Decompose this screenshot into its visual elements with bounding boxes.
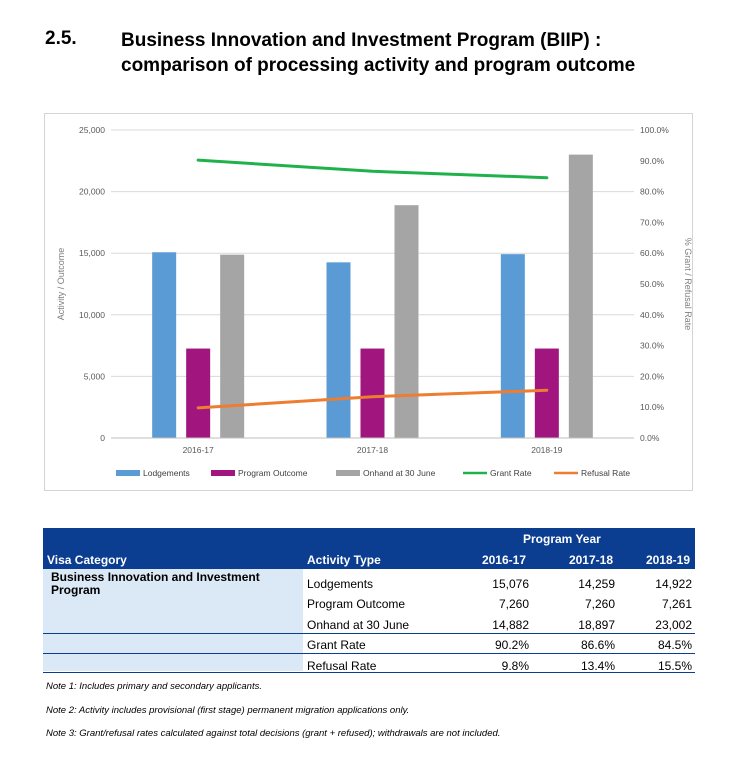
row-1-y1: 15,076 xyxy=(492,577,529,591)
col-visa-category: Visa Category xyxy=(47,553,127,567)
y2-tick-label: 40.0% xyxy=(640,310,665,320)
col-year-3: 2018-19 xyxy=(645,553,690,567)
y2-tick-label: 0.0% xyxy=(640,433,660,443)
row-1-y3: 14,922 xyxy=(655,577,692,591)
combo-chart: 0 5,000 10,000 15,000 20,000 25,000 0.0% 10.0% 2… xyxy=(56,125,693,478)
row-3-y2: 18,897 xyxy=(578,618,615,632)
col-year-1: 2016-17 xyxy=(481,553,526,567)
row-5-y3: 15.5% xyxy=(657,659,692,673)
row-1-activity: Lodgements xyxy=(307,577,374,591)
y-tick-label: 10,000 xyxy=(79,310,105,320)
program-year-header: Program Year xyxy=(523,532,601,546)
bar-lodgements xyxy=(500,254,525,438)
y2-tick-label: 50.0% xyxy=(640,279,665,289)
legend-swatch xyxy=(336,470,360,476)
legend-label: Onhand at 30 June xyxy=(363,468,436,478)
legend-label: Program Outcome xyxy=(238,468,308,478)
category-cell-bg xyxy=(43,569,303,671)
row-4-activity: Grant Rate xyxy=(307,638,366,652)
y2-axis-label: % Grant / Refusal Rate xyxy=(683,238,693,331)
y2-tick-label: 100.0% xyxy=(640,125,669,135)
line-grant-rate xyxy=(196,158,549,180)
legend-swatch xyxy=(116,470,140,476)
col-activity-type: Activity Type xyxy=(307,553,381,567)
y-tick-label: 20,000 xyxy=(79,187,105,197)
y2-tick-label: 10.0% xyxy=(640,402,665,412)
section-number: 2.5. xyxy=(45,28,77,49)
row-2-y1: 7,260 xyxy=(498,597,529,611)
y2-tick-label: 20.0% xyxy=(640,371,665,381)
row-1-y2: 14,259 xyxy=(578,577,615,591)
note-1: Note 1: Includes primary and secondary a… xyxy=(46,681,262,692)
table-rule xyxy=(43,633,695,634)
y2-tick-label: 60.0% xyxy=(640,248,665,258)
y2-tick-label: 70.0% xyxy=(640,217,665,227)
bar-program-outcome xyxy=(360,348,385,438)
y-tick-label: 15,000 xyxy=(79,248,105,258)
y2-tick-label: 90.0% xyxy=(640,156,665,166)
row-4-y3: 84.5% xyxy=(657,638,692,652)
y-tick-label: 25,000 xyxy=(79,125,105,135)
bar-program-outcome xyxy=(534,348,559,438)
note-3: Note 3: Grant/refusal rates calculated a… xyxy=(46,728,501,739)
bar-onhand-at-30-june xyxy=(568,154,593,438)
y-tick-label: 0 xyxy=(100,433,105,443)
y-tick-label: 5,000 xyxy=(84,371,106,381)
section-title: Business Innovation and Investment Progr… xyxy=(121,28,681,78)
row-4-y1: 90.2% xyxy=(494,638,529,652)
row-5-activity: Refusal Rate xyxy=(307,659,377,673)
legend-label: Lodgements xyxy=(143,468,190,478)
title-line-2: comparison of processing activity and pr… xyxy=(121,55,636,76)
bar-onhand-at-30-june xyxy=(394,205,419,438)
bar-program-outcome xyxy=(186,348,211,438)
x-tick-label: 2016-17 xyxy=(183,445,214,455)
chart-frame xyxy=(44,113,693,491)
y2-tick-label: 80.0% xyxy=(640,187,665,197)
x-tick-label: 2017-18 xyxy=(357,445,388,455)
y2-tick-label: 30.0% xyxy=(640,341,665,351)
row-3-activity: Onhand at 30 June xyxy=(307,618,410,632)
row-4-y2: 86.6% xyxy=(580,638,615,652)
row-2-activity: Program Outcome xyxy=(307,597,406,611)
bar-lodgements xyxy=(326,262,351,438)
legend-label: Grant Rate xyxy=(490,468,532,478)
row-5-y1: 9.8% xyxy=(501,659,529,673)
bar-onhand-at-30-june xyxy=(220,254,245,438)
table-header: Program Year Visa Category Activity Type… xyxy=(43,528,695,569)
bar-lodgements xyxy=(152,252,177,438)
line-refusal-rate xyxy=(196,388,549,410)
category-name: Business Innovation and Investment Progr… xyxy=(51,570,260,597)
note-2: Note 2: Activity includes provisional (f… xyxy=(46,705,410,716)
legend-label: Refusal Rate xyxy=(581,468,630,478)
title-line-1: Business Innovation and Investment Progr… xyxy=(121,30,602,51)
col-year-2: 2017-18 xyxy=(568,553,613,567)
legend-swatch xyxy=(211,470,235,476)
row-3-y1: 14,882 xyxy=(492,618,529,632)
y-axis-label: Activity / Outcome xyxy=(56,248,66,321)
row-3-y3: 23,002 xyxy=(655,618,692,632)
table-rule xyxy=(43,653,695,654)
row-2-y3: 7,261 xyxy=(661,597,692,611)
row-5-y2: 13.4% xyxy=(580,659,615,673)
table-bottom-rule xyxy=(43,672,695,673)
row-2-y2: 7,260 xyxy=(584,597,615,611)
x-tick-label: 2018-19 xyxy=(531,445,562,455)
